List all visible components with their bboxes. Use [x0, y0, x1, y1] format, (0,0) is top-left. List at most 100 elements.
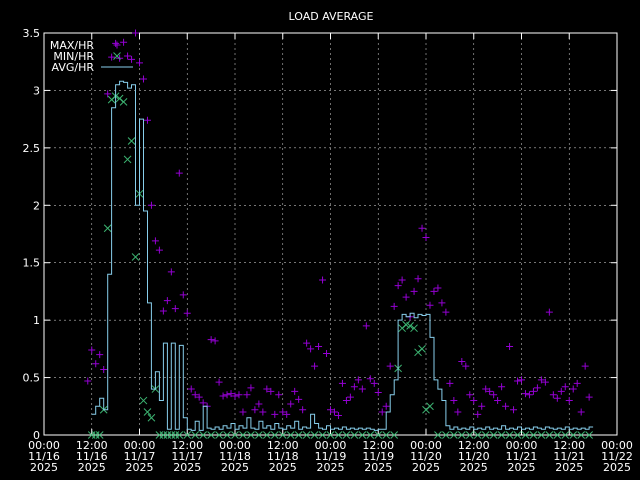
y-tick-label: 1.5 — [23, 257, 41, 270]
data-point — [537, 431, 546, 439]
data-point — [132, 29, 140, 37]
data-point — [426, 301, 434, 309]
data-point — [139, 396, 148, 405]
data-point — [350, 431, 359, 439]
data-point — [124, 52, 132, 60]
data-point — [565, 397, 573, 405]
data-point — [370, 379, 378, 387]
data-point — [465, 431, 474, 439]
data-point — [302, 431, 311, 439]
data-point — [211, 337, 219, 345]
data-point — [235, 391, 243, 399]
data-point — [450, 431, 458, 439]
data-point — [84, 377, 92, 385]
data-point — [422, 233, 430, 241]
data-point — [577, 408, 585, 416]
data-point — [537, 376, 545, 384]
data-point — [398, 276, 406, 284]
data-point — [434, 431, 442, 439]
data-point — [358, 385, 366, 393]
data-point — [386, 362, 394, 370]
data-point — [334, 431, 343, 439]
data-point — [239, 431, 247, 439]
data-point — [334, 411, 342, 419]
data-point — [342, 397, 350, 405]
data-point — [581, 362, 589, 370]
data-point — [247, 384, 255, 392]
x-tick-label: 00:00 11/22 2025 — [601, 439, 633, 474]
data-point — [529, 387, 537, 395]
data-point — [338, 379, 346, 387]
legend-swatch — [113, 41, 121, 49]
data-point — [418, 224, 426, 232]
data-point — [541, 378, 549, 386]
data-point — [283, 410, 291, 418]
data-point — [243, 391, 251, 399]
series-avg-hr — [91, 80, 594, 431]
data-point — [362, 322, 370, 330]
data-point — [553, 431, 562, 439]
x-tick-label: 00:00 11/18 2025 — [219, 439, 251, 474]
data-point — [410, 287, 418, 295]
data-point — [521, 390, 529, 398]
data-point — [179, 291, 187, 299]
x-axis: 00:00 11/16 2025 12:00 11/16 2025 00:00 11/17 20… — [28, 33, 633, 474]
data-point — [482, 385, 490, 393]
data-point — [279, 408, 287, 416]
data-point — [394, 282, 402, 290]
data-point — [354, 376, 362, 384]
data-point — [366, 375, 374, 383]
data-point — [502, 402, 510, 410]
y-tick-label: 3 — [33, 84, 40, 97]
data-point — [231, 392, 239, 400]
x-tick-label: 12:00 11/20 2025 — [458, 439, 490, 474]
data-point — [319, 276, 327, 284]
data-point — [271, 410, 279, 418]
data-point — [390, 431, 399, 439]
data-point — [143, 408, 152, 416]
data-point — [100, 366, 108, 374]
data-point — [215, 378, 223, 386]
data-point — [259, 408, 267, 416]
data-point — [326, 431, 335, 439]
y-tick-label: 0.5 — [23, 372, 41, 385]
series-layer — [84, 29, 594, 439]
data-point — [518, 376, 525, 384]
data-point — [251, 406, 259, 414]
data-point — [561, 431, 570, 439]
data-point — [123, 155, 132, 164]
data-point — [247, 431, 255, 439]
data-point — [573, 379, 581, 387]
data-point — [533, 384, 541, 392]
data-point — [382, 402, 390, 410]
data-point — [92, 360, 100, 368]
y-tick-label: 2.5 — [23, 142, 41, 155]
data-point — [438, 299, 446, 307]
data-point — [315, 343, 323, 351]
data-point — [513, 431, 522, 439]
x-tick-label: 12:00 11/16 2025 — [76, 439, 108, 474]
data-point — [136, 59, 143, 67]
data-point — [128, 55, 136, 63]
data-point — [223, 391, 231, 399]
data-point — [286, 431, 295, 439]
data-point — [466, 391, 474, 399]
data-point — [378, 408, 386, 416]
data-point — [275, 391, 283, 399]
data-point — [119, 98, 128, 106]
data-point — [553, 394, 561, 402]
data-point — [139, 75, 147, 83]
data-point — [350, 383, 358, 391]
data-point — [569, 431, 578, 439]
data-point — [470, 397, 478, 405]
data-point — [103, 224, 112, 233]
data-point — [414, 275, 422, 283]
x-tick-label: 00:00 11/20 2025 — [410, 439, 442, 474]
data-point — [159, 307, 167, 315]
data-point — [474, 410, 482, 418]
data-point — [227, 390, 235, 398]
legend-label: MIN/HR — [53, 50, 94, 63]
data-point — [521, 431, 530, 439]
